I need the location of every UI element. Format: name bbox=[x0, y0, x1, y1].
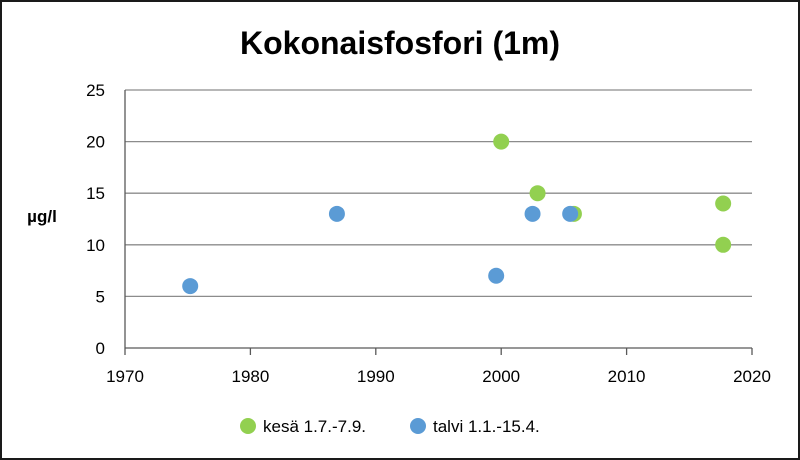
legend-marker bbox=[410, 418, 426, 434]
x-tick-labels: 1970 1980 1990 2000 2010 2020 bbox=[106, 367, 771, 386]
kesa-data-point bbox=[715, 236, 732, 253]
kesa-data-point bbox=[715, 195, 732, 212]
y-tick-label: 10 bbox=[86, 236, 105, 255]
kesa-data-point bbox=[493, 133, 510, 150]
legend-marker bbox=[240, 418, 256, 434]
axes bbox=[124, 90, 753, 355]
y-tick-label: 15 bbox=[86, 184, 105, 203]
talvi-data-point bbox=[562, 205, 579, 222]
y-axis-label: µg/l bbox=[27, 207, 57, 226]
talvi-data-point bbox=[182, 278, 199, 295]
chart-title: Kokonaisfosfori (1m) bbox=[240, 25, 560, 61]
y-tick-label: 0 bbox=[96, 339, 105, 358]
x-tick-label: 1980 bbox=[231, 367, 269, 386]
x-tick-label: 2000 bbox=[482, 367, 520, 386]
x-tick-label: 1990 bbox=[357, 367, 395, 386]
talvi-data-point bbox=[328, 205, 345, 222]
legend-label: kesä 1.7.-7.9. bbox=[263, 417, 366, 436]
talvi-data-point bbox=[488, 267, 505, 284]
x-tick-label: 2010 bbox=[608, 367, 646, 386]
talvi-data-point bbox=[524, 205, 541, 222]
y-tick-label: 25 bbox=[86, 81, 105, 100]
y-tick-label: 5 bbox=[96, 287, 105, 306]
x-tick-label: 1970 bbox=[106, 367, 144, 386]
kesa-data-point bbox=[529, 185, 546, 202]
x-tick-label: 2020 bbox=[733, 367, 771, 386]
data-points bbox=[182, 133, 732, 295]
y-tick-label: 20 bbox=[86, 133, 105, 152]
legend-label: talvi 1.1.-15.4. bbox=[433, 417, 540, 436]
gridlines bbox=[125, 89, 752, 298]
y-tick-labels: 0 5 10 15 20 25 bbox=[86, 81, 105, 358]
legend: kesä 1.7.-7.9. talvi 1.1.-15.4. bbox=[240, 417, 540, 436]
